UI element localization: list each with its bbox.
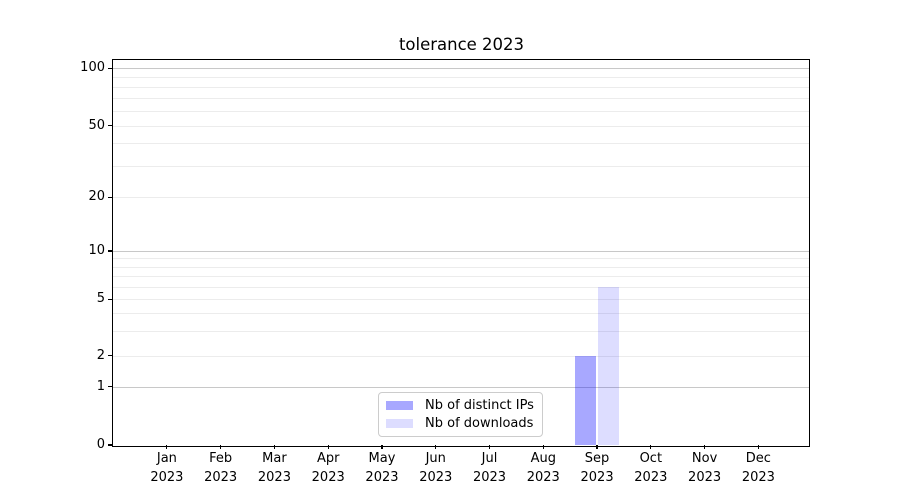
chart-title: tolerance 2023	[398, 35, 525, 54]
minor-gridline	[113, 275, 809, 277]
major-gridline	[113, 68, 809, 70]
x-tick-label: Jul 2023	[472, 451, 507, 485]
y-tick-mark	[108, 67, 112, 69]
y-tick-label: 0	[96, 437, 105, 452]
y-tick-label: 2	[96, 347, 105, 363]
x-tick-mark	[596, 445, 598, 449]
minor-gridline	[113, 110, 809, 112]
x-tick-mark	[220, 445, 222, 449]
legend-swatch-distinct-ips	[386, 400, 413, 411]
minor-gridline	[113, 355, 809, 357]
minor-gridline	[113, 86, 809, 88]
minor-gridline	[113, 330, 809, 332]
minor-gridline	[113, 165, 809, 167]
x-tick-label: Oct 2023	[634, 451, 668, 485]
legend-label-distinct-ips: Nb of distinct IPs	[425, 398, 534, 413]
y-tick-mark	[108, 125, 112, 127]
y-tick-mark	[108, 386, 112, 388]
y-tick-label: 10	[88, 243, 105, 258]
legend-item-distinct-ips: Nb of distinct IPs	[386, 398, 535, 413]
y-tick-mark	[108, 250, 112, 252]
y-tick-mark	[108, 355, 112, 357]
plot-area	[112, 59, 810, 447]
minor-gridline	[113, 77, 809, 79]
minor-gridline	[113, 197, 809, 199]
major-gridline	[113, 386, 809, 388]
major-gridline	[113, 251, 809, 252]
x-tick-mark	[488, 445, 491, 449]
x-tick-label: May 2023	[365, 451, 399, 485]
legend: Nb of distinct IPs Nb of downloads	[378, 392, 543, 437]
x-tick-mark	[273, 445, 276, 449]
minor-gridline	[113, 143, 809, 145]
minor-gridline	[113, 286, 809, 288]
y-tick-mark	[108, 196, 112, 198]
y-tick-mark	[108, 444, 112, 446]
y-tick-mark	[108, 298, 112, 300]
bar-distinct-ips	[574, 355, 597, 445]
minor-gridline	[113, 125, 809, 127]
x-tick-mark	[650, 445, 652, 449]
x-tick-label: Nov 2023	[688, 451, 722, 485]
legend-swatch-downloads	[386, 418, 413, 429]
x-tick-mark	[435, 445, 437, 449]
y-tick-label: 5	[96, 291, 105, 307]
minor-gridline	[113, 266, 809, 268]
y-tick-label: 20	[88, 189, 105, 205]
bar-downloads	[597, 286, 620, 445]
minor-gridline	[113, 97, 809, 99]
legend-item-downloads: Nb of downloads	[386, 416, 535, 431]
x-tick-mark	[327, 445, 329, 449]
x-tick-label: Feb 2023	[204, 451, 238, 485]
y-tick-label: 50	[88, 117, 105, 133]
x-tick-mark	[166, 445, 168, 449]
x-tick-mark	[757, 445, 759, 449]
x-tick-mark	[542, 445, 544, 449]
x-tick-label: Aug 2023	[526, 451, 560, 485]
legend-label-downloads: Nb of downloads	[425, 416, 534, 431]
x-tick-label: Jun 2023	[419, 451, 453, 485]
x-tick-mark	[704, 445, 706, 449]
x-tick-label: Apr 2023	[311, 451, 345, 485]
minor-gridline	[113, 299, 809, 301]
x-tick-label: Mar 2023	[257, 451, 291, 485]
y-tick-label: 100	[80, 60, 105, 76]
x-tick-label: Jan 2023	[150, 451, 184, 485]
x-tick-mark	[381, 445, 383, 449]
y-tick-label: 1	[96, 378, 105, 394]
x-tick-label: Sep 2023	[580, 451, 614, 485]
x-tick-label: Dec 2023	[741, 451, 775, 485]
minor-gridline	[113, 258, 809, 260]
minor-gridline	[113, 313, 809, 315]
